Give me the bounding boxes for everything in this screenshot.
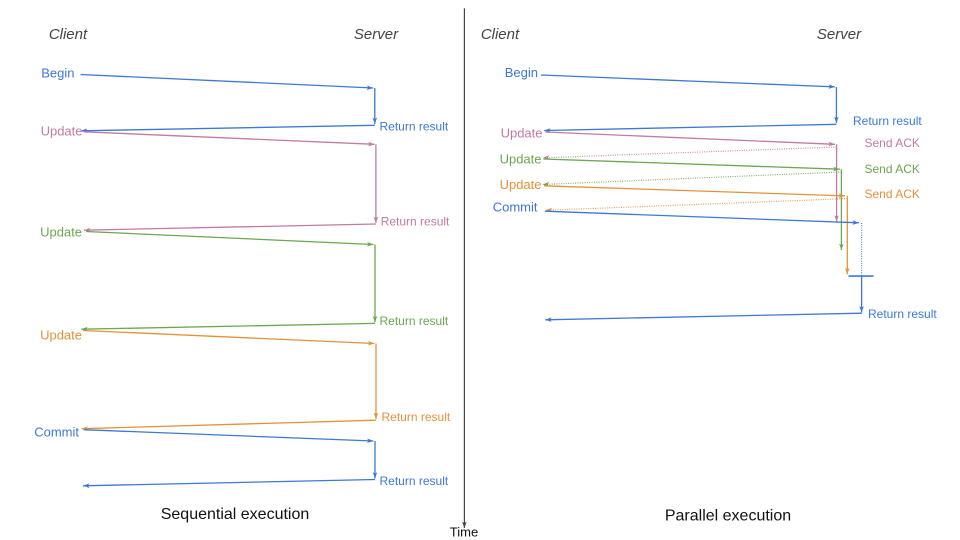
svg-text:Send ACK: Send ACK [865, 136, 920, 150]
svg-text:Send ACK: Send ACK [865, 187, 920, 201]
svg-text:Update: Update [40, 328, 82, 343]
svg-text:Client: Client [481, 26, 520, 43]
svg-text:Return result: Return result [382, 410, 451, 424]
svg-text:Sequential execution: Sequential execution [161, 506, 310, 523]
svg-text:Return result: Return result [380, 119, 449, 133]
svg-text:Update: Update [40, 225, 82, 240]
svg-text:Commit: Commit [34, 424, 79, 439]
svg-text:Return result: Return result [380, 314, 449, 328]
svg-text:Begin: Begin [41, 66, 74, 81]
svg-text:Return result: Return result [380, 474, 449, 488]
svg-text:Update: Update [501, 125, 543, 140]
svg-text:Send ACK: Send ACK [865, 162, 920, 176]
svg-text:Server: Server [354, 26, 399, 43]
svg-text:Update: Update [500, 151, 542, 166]
svg-text:Return result: Return result [868, 307, 937, 321]
svg-text:Parallel execution: Parallel execution [665, 508, 791, 525]
svg-text:Begin: Begin [505, 65, 538, 80]
svg-text:Time: Time [450, 525, 478, 540]
svg-text:Client: Client [49, 26, 88, 43]
svg-text:Return result: Return result [381, 215, 450, 229]
svg-text:Server: Server [817, 26, 862, 43]
svg-text:Return result: Return result [853, 114, 922, 128]
svg-text:Commit: Commit [493, 199, 538, 214]
svg-text:Update: Update [500, 177, 542, 192]
svg-text:Update: Update [41, 123, 83, 138]
